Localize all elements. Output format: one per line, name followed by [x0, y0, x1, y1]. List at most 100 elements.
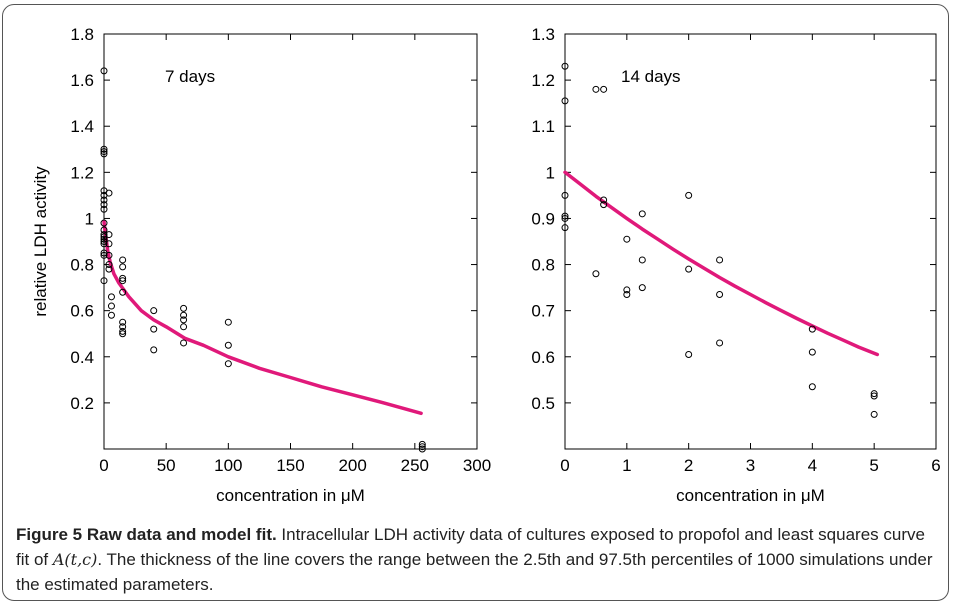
- data-point: [105, 265, 113, 273]
- data-point: [685, 191, 693, 199]
- x-axis-label: concentration in μM: [676, 486, 825, 505]
- x-tick-label: 3: [746, 456, 755, 475]
- y-tick-label: 0.8: [531, 256, 555, 275]
- y-tick-label: 1.3: [531, 25, 555, 44]
- data-point: [561, 224, 569, 232]
- data-point: [638, 256, 646, 264]
- x-tick-label: 150: [276, 456, 304, 475]
- data-point: [100, 226, 108, 234]
- y-tick-label: 1.2: [531, 71, 555, 90]
- plot-area-frame: [564, 33, 937, 450]
- x-tick-label: 0: [99, 456, 108, 475]
- data-point: [600, 85, 608, 93]
- panel-annotation: 7 days: [165, 67, 215, 86]
- data-point: [224, 360, 232, 368]
- data-point: [561, 191, 569, 199]
- data-point: [100, 205, 108, 213]
- data-point: [180, 323, 188, 331]
- caption-text-2: . The thickness of the line covers the r…: [16, 550, 933, 594]
- y-tick-label: 1.1: [531, 117, 555, 136]
- chart-panel-1: 0 50 100 150 200 250 300 0.2 0.4 0.6 0.8 1 1.2 1.4 1.6…: [31, 25, 491, 505]
- data-point: [150, 325, 158, 333]
- x-tick-label: 250: [401, 456, 429, 475]
- y-tick-label: 1.6: [70, 71, 94, 90]
- x-tick-label: 200: [338, 456, 366, 475]
- data-point: [180, 339, 188, 347]
- data-point: [100, 196, 108, 204]
- x-tick-label: 4: [808, 456, 817, 475]
- y-tick-label: 0.6: [70, 302, 94, 321]
- data-point: [105, 240, 113, 248]
- data-point: [107, 293, 115, 301]
- data-point: [180, 304, 188, 312]
- data-point: [150, 307, 158, 315]
- data-point: [100, 277, 108, 285]
- y-tick-label: 1.4: [70, 117, 94, 136]
- data-point: [119, 277, 127, 285]
- chart-panel-2: 0 1 2 3 4 5 6 0.5 0.6 0.7 0.8 0.9 1 1.1 1.2 1.3 concentr…: [531, 25, 940, 505]
- data-point: [107, 302, 115, 310]
- figure-frame: [2, 4, 949, 601]
- x-tick-label: 100: [214, 456, 242, 475]
- y-tick-label: 0.5: [531, 394, 555, 413]
- data-point: [180, 316, 188, 324]
- data-point: [638, 284, 646, 292]
- data-point: [808, 383, 816, 391]
- data-point: [418, 440, 426, 448]
- data-point: [870, 410, 878, 418]
- y-tick-label: 0.6: [531, 348, 555, 367]
- data-point: [100, 148, 108, 156]
- x-tick-label: 0: [560, 456, 569, 475]
- data-point: [119, 318, 127, 326]
- y-tick-label: 1: [546, 163, 555, 182]
- x-axis-label: concentration in μM: [216, 486, 365, 505]
- y-tick-label: 1.8: [70, 25, 94, 44]
- data-point: [808, 348, 816, 356]
- y-tick-label: 0.8: [70, 256, 94, 275]
- panel-annotation: 14 days: [621, 67, 681, 86]
- figure-plots: 0 50 100 150 200 250 3000.20.40.60.811.21.41.6…: [31, 25, 941, 505]
- data-point: [100, 145, 108, 153]
- data-point: [716, 291, 724, 299]
- data-point: [100, 251, 108, 259]
- data-point: [119, 288, 127, 296]
- data-point: [418, 445, 426, 453]
- fit-curve: [102, 220, 423, 416]
- data-point: [592, 270, 600, 278]
- data-point: [224, 341, 232, 349]
- data-point: [685, 350, 693, 358]
- data-point: [623, 286, 631, 294]
- data-point: [418, 443, 426, 451]
- data-point: [100, 150, 108, 158]
- data-point: [100, 201, 108, 209]
- data-point: [561, 212, 569, 220]
- data-point: [600, 201, 608, 209]
- data-point: [638, 210, 646, 218]
- data-point: [119, 263, 127, 271]
- data-point: [870, 390, 878, 398]
- y-axis-label: relative LDH activity: [31, 166, 50, 317]
- caption-title: Figure 5 Raw data and model fit.: [16, 525, 277, 544]
- data-point: [119, 327, 127, 335]
- data-point: [100, 219, 108, 227]
- data-point: [100, 67, 108, 75]
- x-tick-label: 50: [157, 456, 176, 475]
- data-point: [100, 231, 108, 239]
- fit-curve: [563, 170, 880, 357]
- x-tick-label: 6: [931, 456, 940, 475]
- data-point: [107, 311, 115, 319]
- data-point: [716, 256, 724, 264]
- data-point: [561, 62, 569, 70]
- data-point: [561, 97, 569, 105]
- data-point: [870, 392, 878, 400]
- data-point: [685, 265, 693, 273]
- data-point: [100, 235, 108, 243]
- data-point: [150, 346, 158, 354]
- data-point: [119, 256, 127, 264]
- y-tick-label: 0.7: [531, 302, 555, 321]
- data-point: [105, 261, 113, 269]
- x-tick-label: 5: [869, 456, 878, 475]
- y-tick-label: 0.2: [70, 394, 94, 413]
- data-point: [716, 339, 724, 347]
- figure-caption: Figure 5 Raw data and model fit. Intrace…: [16, 522, 936, 597]
